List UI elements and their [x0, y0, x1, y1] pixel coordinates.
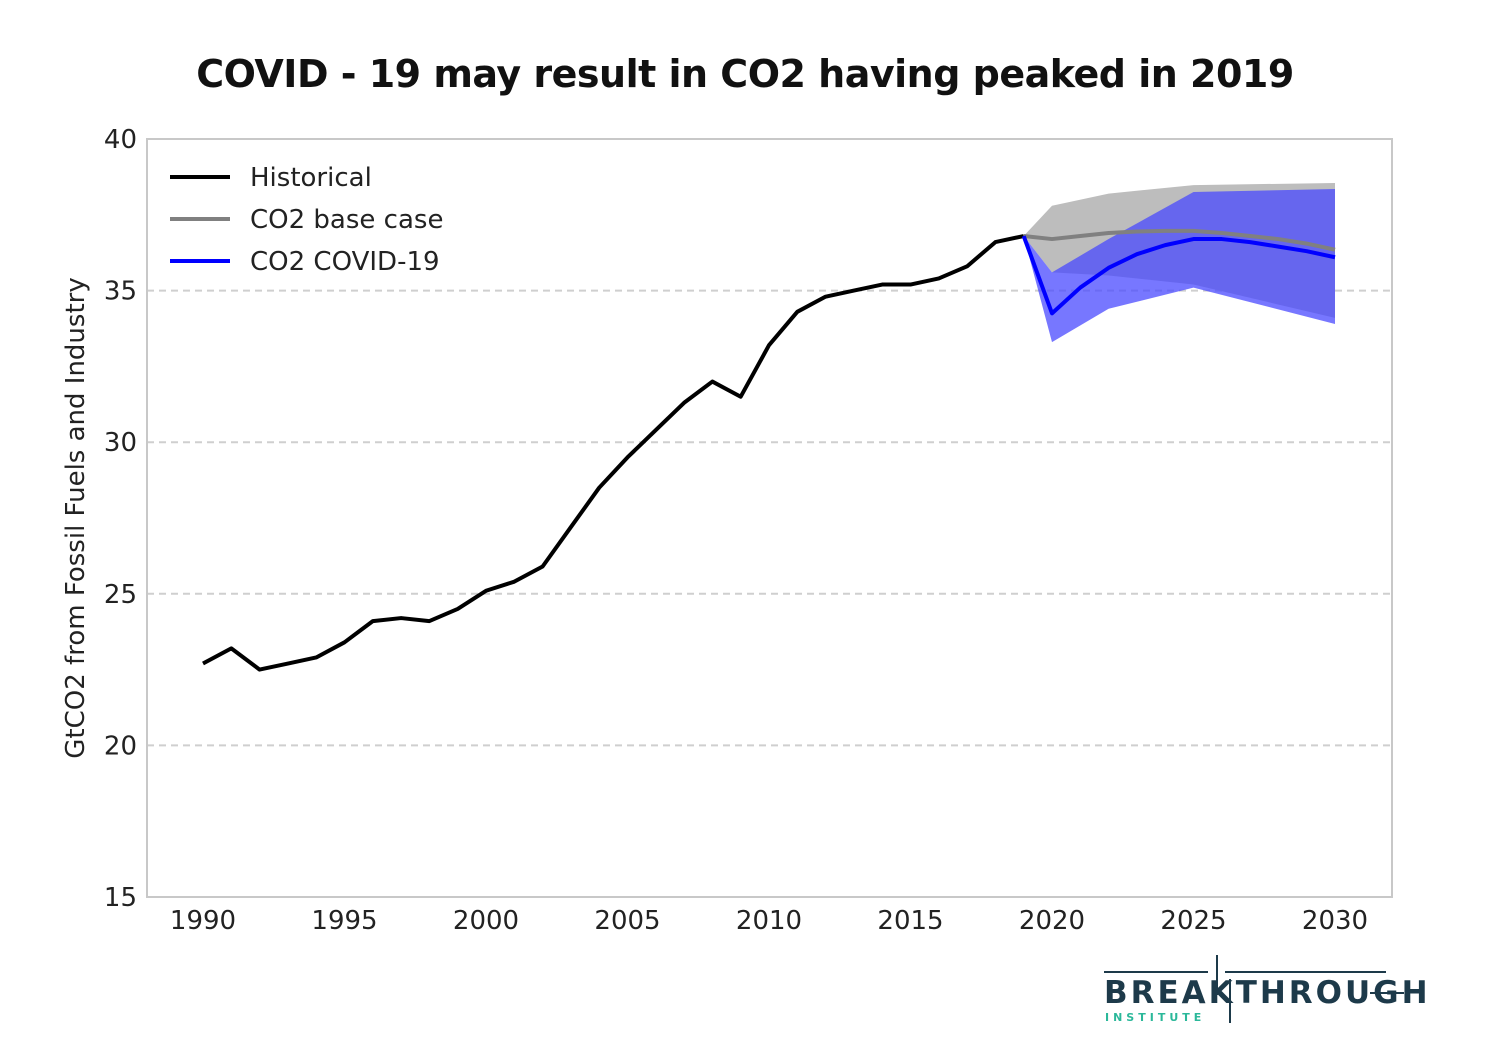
y-tick-label: 35: [104, 277, 137, 307]
x-tick-label: 2025: [1160, 906, 1226, 936]
y-axis-label: GtCO2 from Fossil Fuels and Industry: [61, 277, 91, 758]
x-tick-label: 1995: [311, 906, 377, 936]
legend-label: CO2 base case: [250, 205, 443, 235]
x-tick-label: 2015: [877, 906, 943, 936]
logo-wordmark: BREAKTHROUGH: [1104, 975, 1431, 1011]
x-tick-label: 1990: [170, 906, 236, 936]
x-tick-label: 2020: [1019, 906, 1085, 936]
y-tick-label: 15: [104, 883, 137, 913]
breakthrough-logo: BREAKTHROUGH INSTITUTE: [1100, 955, 1428, 1025]
x-tick-label: 2000: [453, 906, 519, 936]
y-tick-label: 30: [104, 428, 137, 458]
plot-frame: [146, 138, 1393, 898]
legend-label: Historical: [250, 163, 372, 193]
x-tick-label: 2030: [1302, 906, 1368, 936]
series-line-0: [202, 234, 1025, 672]
series-line-2: [1021, 235, 1336, 316]
y-tick-label: 20: [104, 731, 137, 761]
series-line-1: [1023, 228, 1336, 252]
y-tick-label: 40: [104, 125, 137, 155]
uncertainty-band-2: [1023, 189, 1335, 343]
legend-label: CO2 COVID-19: [250, 247, 440, 277]
y-tick-label: 25: [104, 580, 137, 610]
chart-title: COVID - 19 may result in CO2 having peak…: [196, 52, 1294, 96]
x-tick-label: 2010: [736, 906, 802, 936]
x-tick-label: 2005: [594, 906, 660, 936]
logo-subtitle: INSTITUTE: [1105, 1011, 1206, 1024]
